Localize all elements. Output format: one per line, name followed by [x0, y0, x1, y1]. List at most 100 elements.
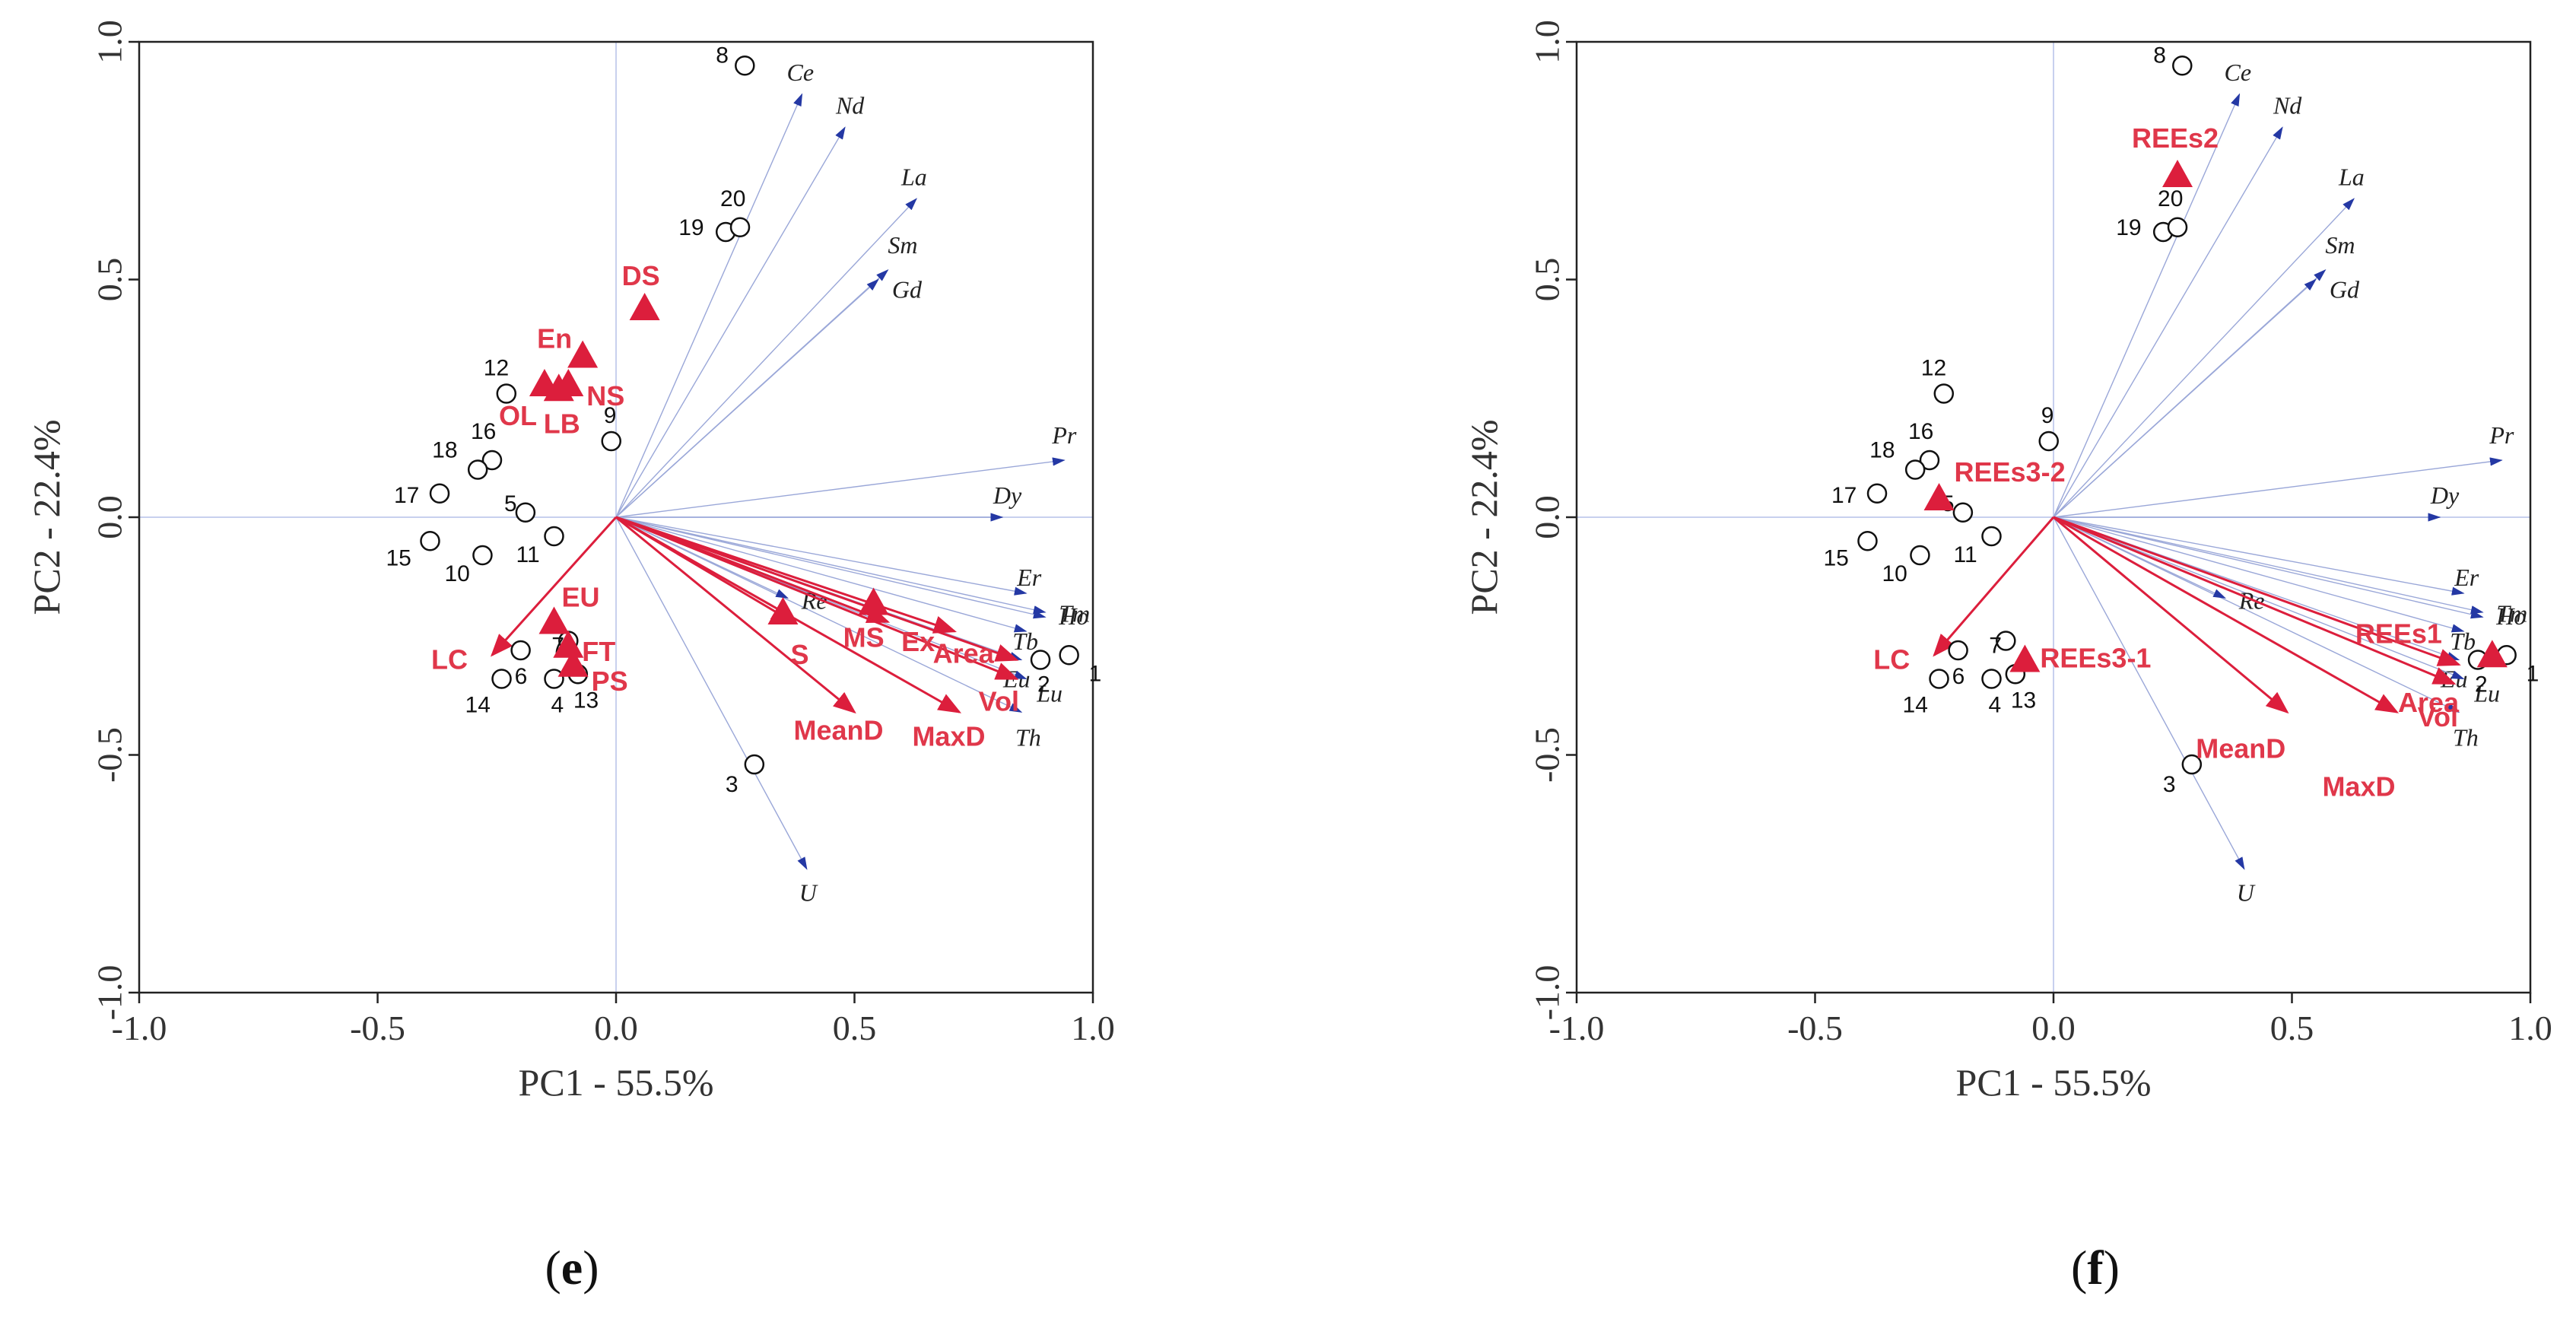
element-label-sm: Sm: [2325, 231, 2355, 259]
site-label-4: 4: [1988, 693, 2001, 718]
element-arrow-ce: [615, 93, 803, 518]
element-arrow-nd: [2053, 126, 2283, 518]
element-arrow-pr: [615, 457, 1066, 518]
element-label-tm: Tm: [1059, 599, 1090, 627]
site-point-11: [544, 526, 564, 547]
site-point-15: [1857, 531, 1878, 551]
element-arrow-th: [2053, 516, 2460, 713]
site-point-6: [1948, 640, 1968, 661]
site-label-15: 15: [386, 545, 411, 570]
element-arrow-tb: [2053, 516, 2465, 633]
element-arrow-er: [2053, 516, 2465, 596]
env-label-area: Area: [933, 638, 995, 669]
site-label-11: 11: [516, 542, 539, 567]
element-arrow-la: [2053, 198, 2355, 518]
env-label-lc: LC: [431, 643, 468, 675]
x-tick-label: 0.0: [2031, 1009, 2076, 1047]
site-point-9: [601, 431, 621, 452]
site-label-18: 18: [1869, 438, 1895, 463]
element-arrow-tm: [615, 516, 1047, 619]
env-label-meand: MeanD: [2196, 732, 2285, 764]
site-label-13: 13: [2011, 688, 2036, 713]
site-point-9: [2038, 431, 2059, 452]
element-arrow-la: [615, 198, 917, 518]
env-label-ol: OL: [499, 400, 537, 431]
env-arrow-meand: [615, 516, 856, 714]
env-label-ft: FT: [582, 636, 615, 667]
site-label-1: 1: [2527, 661, 2539, 686]
env-label-meand: MeanD: [794, 714, 884, 745]
site-label-14: 14: [1903, 693, 1928, 718]
centroid-eu: [538, 606, 570, 634]
element-arrow-gd: [615, 278, 879, 518]
env-label-vol: Vol: [2418, 701, 2458, 732]
element-label-ho: Ho: [1058, 602, 1088, 630]
site-point-4: [1981, 669, 2002, 689]
x-axis-title: PC1 - 55.5%: [519, 1061, 714, 1104]
centroid-lb: [543, 373, 574, 402]
env-label-rees3-2: REEs3-2: [1955, 456, 2066, 488]
site-point-5: [515, 502, 536, 523]
env-label-rees3-1: REEs3-1: [2040, 643, 2151, 674]
element-label-u: U: [799, 879, 818, 907]
site-label-15: 15: [1823, 545, 1848, 570]
site-point-12: [1933, 383, 1955, 404]
element-label-th: Th: [2453, 723, 2479, 751]
x-tick-label: 0.5: [2270, 1009, 2314, 1047]
site-point-6: [510, 640, 531, 661]
x-tick-label: 0.0: [594, 1009, 638, 1047]
element-label-sm: Sm: [888, 231, 917, 259]
env-label-s: S: [790, 639, 808, 670]
env-label-area: Area: [2398, 687, 2460, 718]
site-label-13: 13: [573, 688, 599, 713]
element-arrow-u: [2053, 516, 2245, 870]
element-arrow-th: [615, 516, 1023, 713]
y-tick-label: 0.5: [91, 258, 129, 302]
x-tick-label: 1.0: [2508, 1009, 2552, 1047]
env-label-ex: Ex: [901, 626, 935, 657]
env-arrow-area: [2053, 516, 2461, 666]
site-label-6: 6: [515, 664, 528, 689]
element-label-la: La: [900, 163, 927, 190]
panel-label-e: (e): [545, 1241, 599, 1295]
site-label-12: 12: [1921, 356, 1946, 381]
element-arrow-re: [615, 516, 789, 599]
biplot-panel-e: -1.0 -0.5 0.0 0.5 1.0 1.0 0.5 0.0 -0.5 -1.0 PC1 - …: [25, 20, 1115, 1104]
site-point-4: [544, 669, 564, 689]
env-label-lb: LB: [544, 408, 580, 439]
x-tick-label: 1.0: [1071, 1009, 1115, 1047]
site-label-19: 19: [678, 215, 704, 240]
site-label-12: 12: [484, 356, 509, 381]
element-label-tb: Tb: [2450, 628, 2476, 655]
env-label-ds: DS: [622, 260, 660, 291]
site-label-16: 16: [471, 419, 496, 444]
env-label-vol: Vol: [979, 686, 1019, 717]
env-arrow-vol: [2053, 516, 2457, 685]
y-tick-label: -0.5: [91, 727, 129, 783]
element-arrow-pr: [2053, 457, 2503, 518]
site-label-19: 19: [2116, 215, 2141, 240]
site-point-10: [472, 545, 493, 566]
site-label-18: 18: [432, 438, 457, 463]
element-label-dy: Dy: [2430, 481, 2460, 509]
element-arrow-nd: [615, 126, 846, 518]
env-label-ps: PS: [592, 666, 628, 697]
site-point-18: [1904, 459, 1926, 480]
site-point-20: [2167, 217, 2188, 237]
site-label-17: 17: [394, 483, 419, 508]
y-tick-label: 0.0: [1528, 495, 1567, 539]
site-point-3: [744, 754, 765, 775]
panel-label-f: (f): [2071, 1241, 2120, 1295]
site-label-6: 6: [1952, 664, 1965, 689]
element-label-lu: Lu: [1036, 680, 1062, 707]
site-point-12: [496, 383, 517, 404]
site-label-8: 8: [716, 43, 729, 68]
site-label-16: 16: [1908, 419, 1933, 444]
y-tick-label: -1.0: [91, 965, 129, 1021]
site-label-5: 5: [504, 491, 517, 516]
site-point-17: [429, 483, 450, 504]
site-label-1: 1: [1089, 661, 1102, 686]
element-label-er: Er: [2454, 564, 2479, 591]
site-point-2: [1030, 650, 1051, 670]
env-arrow-maxd: [2053, 516, 2400, 713]
